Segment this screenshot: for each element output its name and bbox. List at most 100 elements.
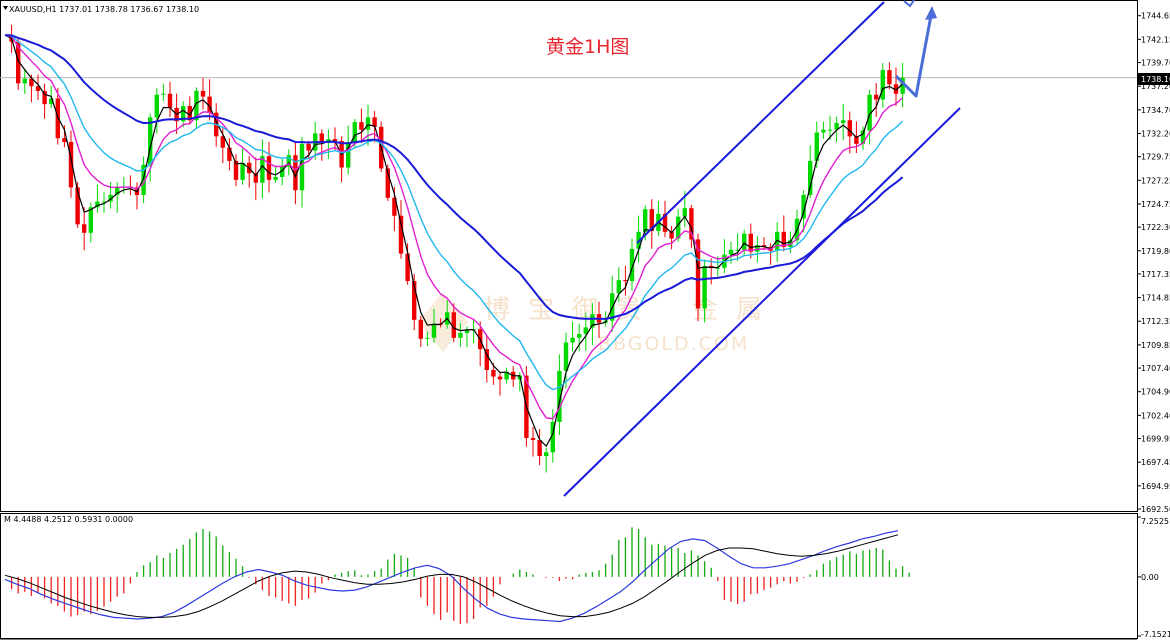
price-tick-label: 1732.20 (1141, 129, 1170, 138)
trend-channel (563, 0, 961, 497)
forecast-arrow-path (894, 9, 934, 98)
watermark-char: 属 (736, 295, 762, 325)
candle-body (148, 117, 153, 165)
chart-frame (0, 0, 1138, 640)
candle-body (827, 129, 833, 131)
candle-body (405, 253, 410, 282)
candle-body (695, 239, 701, 309)
candle-body (755, 245, 760, 252)
indicator-axis: 7.2525 0.00 -7.1521 (1137, 516, 1170, 639)
candle-body (95, 201, 100, 208)
candle-body (187, 106, 192, 121)
candle-body (583, 327, 588, 335)
price-tick-label: 1692.50 (1141, 505, 1170, 514)
indicator-black-line (4, 534, 899, 618)
candle-body (742, 233, 747, 250)
candle-body (227, 147, 232, 161)
candle-body (676, 216, 681, 239)
watermark-char: 贵 (616, 295, 642, 325)
price-tick-label: 1702.40 (1141, 411, 1170, 420)
chart-title: 黄金1H图 (546, 36, 629, 58)
candle-body (841, 120, 846, 124)
candle-body (372, 117, 377, 127)
price-axis: 1744.65 1742.15 1739.70 1737.20 1734.70 1732.… (1137, 12, 1170, 514)
candle-body (484, 349, 489, 370)
candle-body (418, 319, 423, 339)
indicator-tick-label: 7.2525 (1141, 517, 1169, 526)
candle-body (352, 122, 357, 142)
candle-body (141, 164, 146, 195)
price-tick-label: 1697.45 (1141, 458, 1170, 467)
forecast-arrowhead (925, 6, 937, 20)
candle-body (240, 162, 245, 180)
indicator-tick-label: -7.1521 (1141, 630, 1170, 639)
candle-body (220, 136, 225, 148)
candle-body (68, 141, 74, 188)
candle-body (662, 213, 668, 232)
price-tick-label: 1739.70 (1141, 59, 1170, 68)
indicator-lines (4, 530, 899, 623)
candle-body (623, 280, 628, 282)
price-tick-label: 1699.95 (1141, 435, 1170, 444)
candle-body (425, 337, 430, 339)
candle-body (22, 78, 27, 84)
candle-body (577, 334, 582, 338)
ma-cyan-line (4, 34, 904, 391)
candle-body (431, 323, 437, 338)
price-tick-label: 1722.30 (1141, 223, 1170, 232)
symbol-dropdown-icon[interactable] (3, 6, 8, 10)
current-price-value: 1738.10 (1141, 75, 1170, 84)
candle-body (504, 371, 509, 380)
candle-body (570, 337, 575, 343)
candle-body (808, 160, 813, 195)
candle-body (233, 160, 239, 180)
price-pane-border (0, 0, 1138, 512)
candle-body (880, 70, 885, 100)
price-tick-label: 1729.75 (1141, 153, 1170, 162)
price-tick-label: 1744.65 (1141, 12, 1170, 21)
price-tick-label: 1707.40 (1141, 364, 1170, 373)
candle-body (860, 130, 866, 144)
candle-body (497, 376, 503, 380)
candle-body (332, 139, 338, 142)
watermark-domain: BBGOLD.COM (598, 333, 749, 355)
candle-body (200, 90, 206, 97)
candle-body (260, 156, 265, 183)
candle-body (893, 84, 899, 94)
candle-body (715, 267, 720, 269)
indicator-header: M 4.4488 4.2512 0.5931 0.0000 (4, 515, 133, 524)
price-tick-label: 1719.80 (1141, 247, 1170, 256)
candle-body (590, 314, 595, 328)
candle-body (273, 176, 278, 180)
candle-body (266, 156, 272, 180)
candle-body (253, 173, 258, 183)
candle-body (181, 106, 186, 122)
current-price-tag-bg (1138, 73, 1170, 85)
channel-lower-line (563, 107, 961, 497)
price-tick-label: 1709.85 (1141, 341, 1170, 350)
price-tick-label: 1704.90 (1141, 388, 1170, 397)
candle-body (385, 168, 390, 198)
candle-body (616, 280, 621, 294)
candle-body (814, 132, 819, 161)
candle-body (464, 329, 470, 334)
candle-body (550, 421, 555, 453)
watermark: 博 宝 御 贵 金 属 BBGOLD.COM (418, 292, 762, 355)
candle-body (748, 233, 753, 252)
candle-body (75, 187, 80, 225)
symbol-header: XAUUSD,H1 1737.01 1738.78 1736.67 1738.1… (9, 5, 199, 14)
indicator-tick-label: 0.00 (1141, 573, 1159, 582)
price-tick-label: 1724.75 (1141, 200, 1170, 209)
price-tick-label: 1737.20 (1141, 82, 1170, 91)
price-tick-label: 1742.15 (1141, 35, 1170, 44)
candle-body (735, 249, 740, 251)
candle-body (530, 438, 536, 440)
candle-body (319, 133, 324, 143)
current-price-tag: 1738.10 (1138, 73, 1170, 85)
candle-body (847, 120, 852, 137)
candle-body (689, 208, 694, 240)
candle-body (29, 78, 34, 87)
candle-body (154, 94, 159, 118)
